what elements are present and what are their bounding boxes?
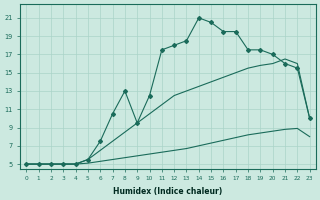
X-axis label: Humidex (Indice chaleur): Humidex (Indice chaleur) [113, 187, 223, 196]
